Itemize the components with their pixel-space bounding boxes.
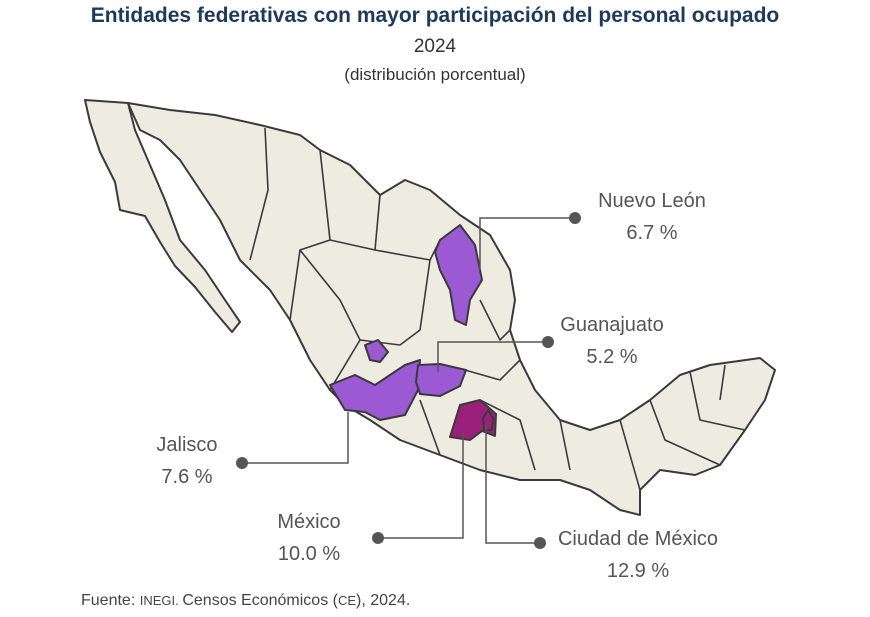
- mexico-mainland: [127, 102, 776, 516]
- state-guanajuato: [415, 363, 467, 397]
- value-guanajuato: 5.2 %: [586, 346, 638, 368]
- baja-california-peninsula: [84, 99, 241, 333]
- callout-dots: [236, 212, 581, 549]
- value-mexico: 10.0 %: [277, 543, 341, 565]
- source-text: Censos Económicos (: [182, 592, 338, 609]
- label-guanajuato: Guanajuato: [560, 314, 664, 336]
- source-prefix: Fuente:: [81, 592, 140, 609]
- label-nuevo-leon: Nuevo León: [598, 190, 706, 212]
- value-nuevo-leon: 6.7 %: [626, 222, 678, 244]
- callout-lines: [242, 217, 575, 544]
- source-dot: .: [175, 593, 183, 608]
- label-ciudad-de-mexico: Ciudad de México: [557, 528, 719, 550]
- value-ciudad-de-mexico: 12.9 %: [606, 560, 670, 582]
- source-org: INEGI: [139, 593, 176, 608]
- source-note: Fuente: INEGI. Censos Económicos (CE), 2…: [81, 592, 410, 610]
- state-nuevo-leon: [434, 224, 483, 326]
- label-mexico: México: [277, 511, 341, 533]
- label-jalisco: Jalisco: [156, 434, 218, 456]
- source-suffix: ), 2024.: [356, 592, 411, 609]
- map-title: Entidades federativas con mayor particip…: [90, 4, 780, 27]
- map-year: 2024: [413, 36, 457, 57]
- map-subtitle: (distribución porcentual): [344, 65, 526, 84]
- value-jalisco: 7.6 %: [161, 466, 213, 488]
- source-abbr: CE: [337, 593, 357, 608]
